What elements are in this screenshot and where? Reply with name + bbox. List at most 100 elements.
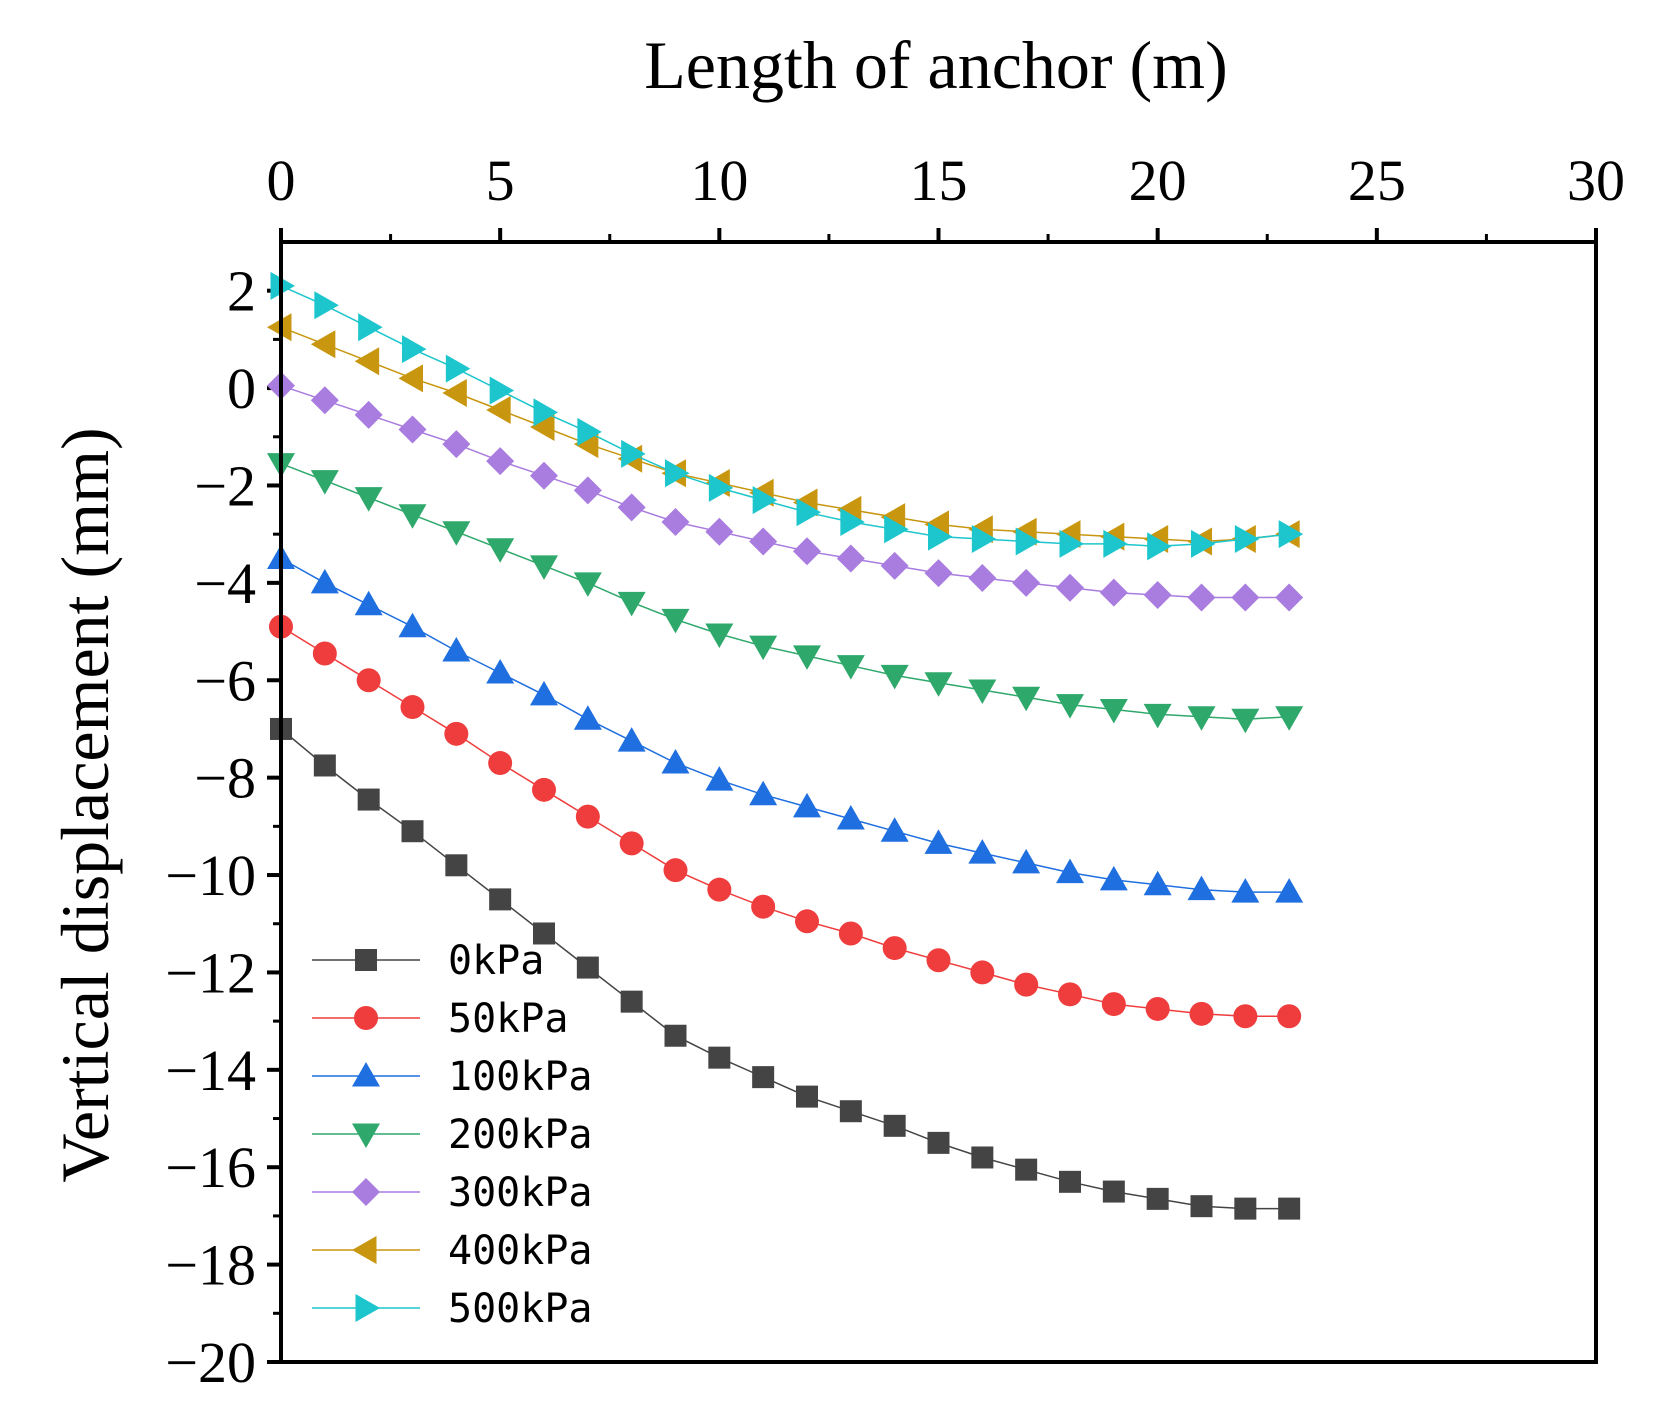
data-point bbox=[882, 936, 907, 961]
data-point bbox=[661, 608, 690, 634]
series-line bbox=[280, 285, 1290, 548]
series-100kPa bbox=[267, 544, 1304, 903]
data-point bbox=[749, 635, 778, 661]
series-line bbox=[280, 384, 1290, 599]
data-point bbox=[354, 590, 383, 616]
data-point bbox=[796, 1085, 818, 1108]
data-point bbox=[617, 493, 646, 522]
data-point bbox=[444, 721, 469, 746]
data-point bbox=[530, 555, 558, 580]
data-point bbox=[751, 894, 776, 919]
data-point bbox=[489, 376, 515, 405]
data-point bbox=[749, 527, 778, 556]
data-point bbox=[354, 487, 383, 512]
data-point bbox=[665, 459, 690, 488]
data-point bbox=[445, 354, 471, 383]
data-point bbox=[532, 777, 556, 802]
data-point bbox=[1056, 858, 1084, 884]
legend-marker bbox=[354, 1006, 378, 1030]
data-point bbox=[1231, 708, 1260, 734]
data-point bbox=[708, 473, 734, 502]
legend-marker bbox=[355, 949, 377, 971]
data-point bbox=[840, 508, 865, 536]
data-point bbox=[1059, 529, 1084, 558]
data-point bbox=[1277, 1004, 1302, 1029]
data-point bbox=[1015, 527, 1041, 556]
data-point bbox=[1278, 1197, 1301, 1220]
series-line bbox=[280, 462, 1290, 720]
data-point bbox=[1015, 1158, 1038, 1181]
series-300kPa bbox=[267, 371, 1304, 612]
data-point bbox=[883, 1114, 906, 1137]
legend-label: 400kPa bbox=[448, 1228, 593, 1274]
data-point bbox=[573, 705, 602, 730]
data-point bbox=[793, 645, 821, 670]
data-point bbox=[533, 922, 555, 945]
data-point bbox=[795, 909, 819, 934]
data-point bbox=[705, 623, 734, 648]
x-tick-label: 15 bbox=[910, 148, 968, 213]
data-point bbox=[796, 498, 821, 527]
plot-frame bbox=[279, 240, 1598, 1364]
data-point bbox=[1187, 706, 1216, 731]
data-point bbox=[1146, 1187, 1169, 1210]
data-point bbox=[313, 754, 336, 777]
x-tick-label: 0 bbox=[267, 148, 296, 213]
y-tick-label: −20 bbox=[165, 1330, 256, 1395]
data-point bbox=[533, 398, 558, 427]
data-point bbox=[620, 990, 643, 1013]
legend-label: 300kPa bbox=[448, 1170, 593, 1216]
y-tick-label: −2 bbox=[194, 453, 256, 518]
data-point bbox=[705, 517, 734, 546]
data-point bbox=[442, 521, 471, 546]
data-point bbox=[1233, 1004, 1258, 1029]
data-point bbox=[1103, 529, 1128, 558]
data-point bbox=[664, 1024, 687, 1047]
plot-series bbox=[267, 271, 1304, 1220]
data-point bbox=[357, 788, 380, 811]
data-point bbox=[1099, 698, 1128, 724]
legend-label: 500kPa bbox=[448, 1286, 593, 1332]
data-point bbox=[621, 439, 646, 468]
data-point bbox=[1099, 865, 1128, 891]
data-point bbox=[489, 888, 512, 911]
data-point bbox=[573, 572, 602, 597]
data-point bbox=[1102, 1180, 1125, 1203]
data-point bbox=[836, 805, 865, 830]
x-tick-label: 30 bbox=[1567, 148, 1625, 213]
data-point bbox=[486, 447, 515, 476]
legend-item: 0kPa bbox=[312, 938, 544, 984]
data-point bbox=[1190, 1195, 1213, 1218]
data-point bbox=[839, 1100, 862, 1123]
data-point bbox=[354, 347, 380, 376]
y-tick-label: −10 bbox=[165, 843, 256, 908]
x-tick-label: 25 bbox=[1348, 148, 1406, 213]
legend-label: 0kPa bbox=[448, 938, 544, 984]
series-line bbox=[280, 326, 1290, 543]
data-point bbox=[1143, 870, 1172, 896]
legend-marker bbox=[352, 1123, 380, 1148]
series-50kPa bbox=[269, 614, 1302, 1029]
data-point bbox=[968, 679, 997, 704]
data-point bbox=[707, 877, 732, 902]
data-point bbox=[926, 948, 951, 973]
legend-item: 100kPa bbox=[312, 1054, 593, 1100]
data-point bbox=[617, 727, 646, 752]
data-point bbox=[486, 538, 515, 563]
data-point bbox=[661, 749, 690, 774]
data-point bbox=[971, 525, 997, 554]
data-point bbox=[661, 508, 690, 536]
legend: 0kPa 50kPa 100kPa 200kPa 300kPa 400kPa 500kPa bbox=[312, 938, 593, 1332]
data-point bbox=[749, 780, 778, 806]
data-point bbox=[310, 568, 339, 594]
data-point bbox=[1278, 520, 1304, 549]
data-point bbox=[1056, 573, 1084, 602]
data-point bbox=[398, 364, 423, 393]
data-point bbox=[1231, 583, 1260, 612]
y-tick-label: −14 bbox=[165, 1038, 256, 1103]
legend-item: 200kPa bbox=[312, 1112, 593, 1158]
data-point bbox=[970, 960, 995, 985]
y-tick-label: 0 bbox=[227, 356, 256, 421]
data-point bbox=[356, 668, 381, 693]
